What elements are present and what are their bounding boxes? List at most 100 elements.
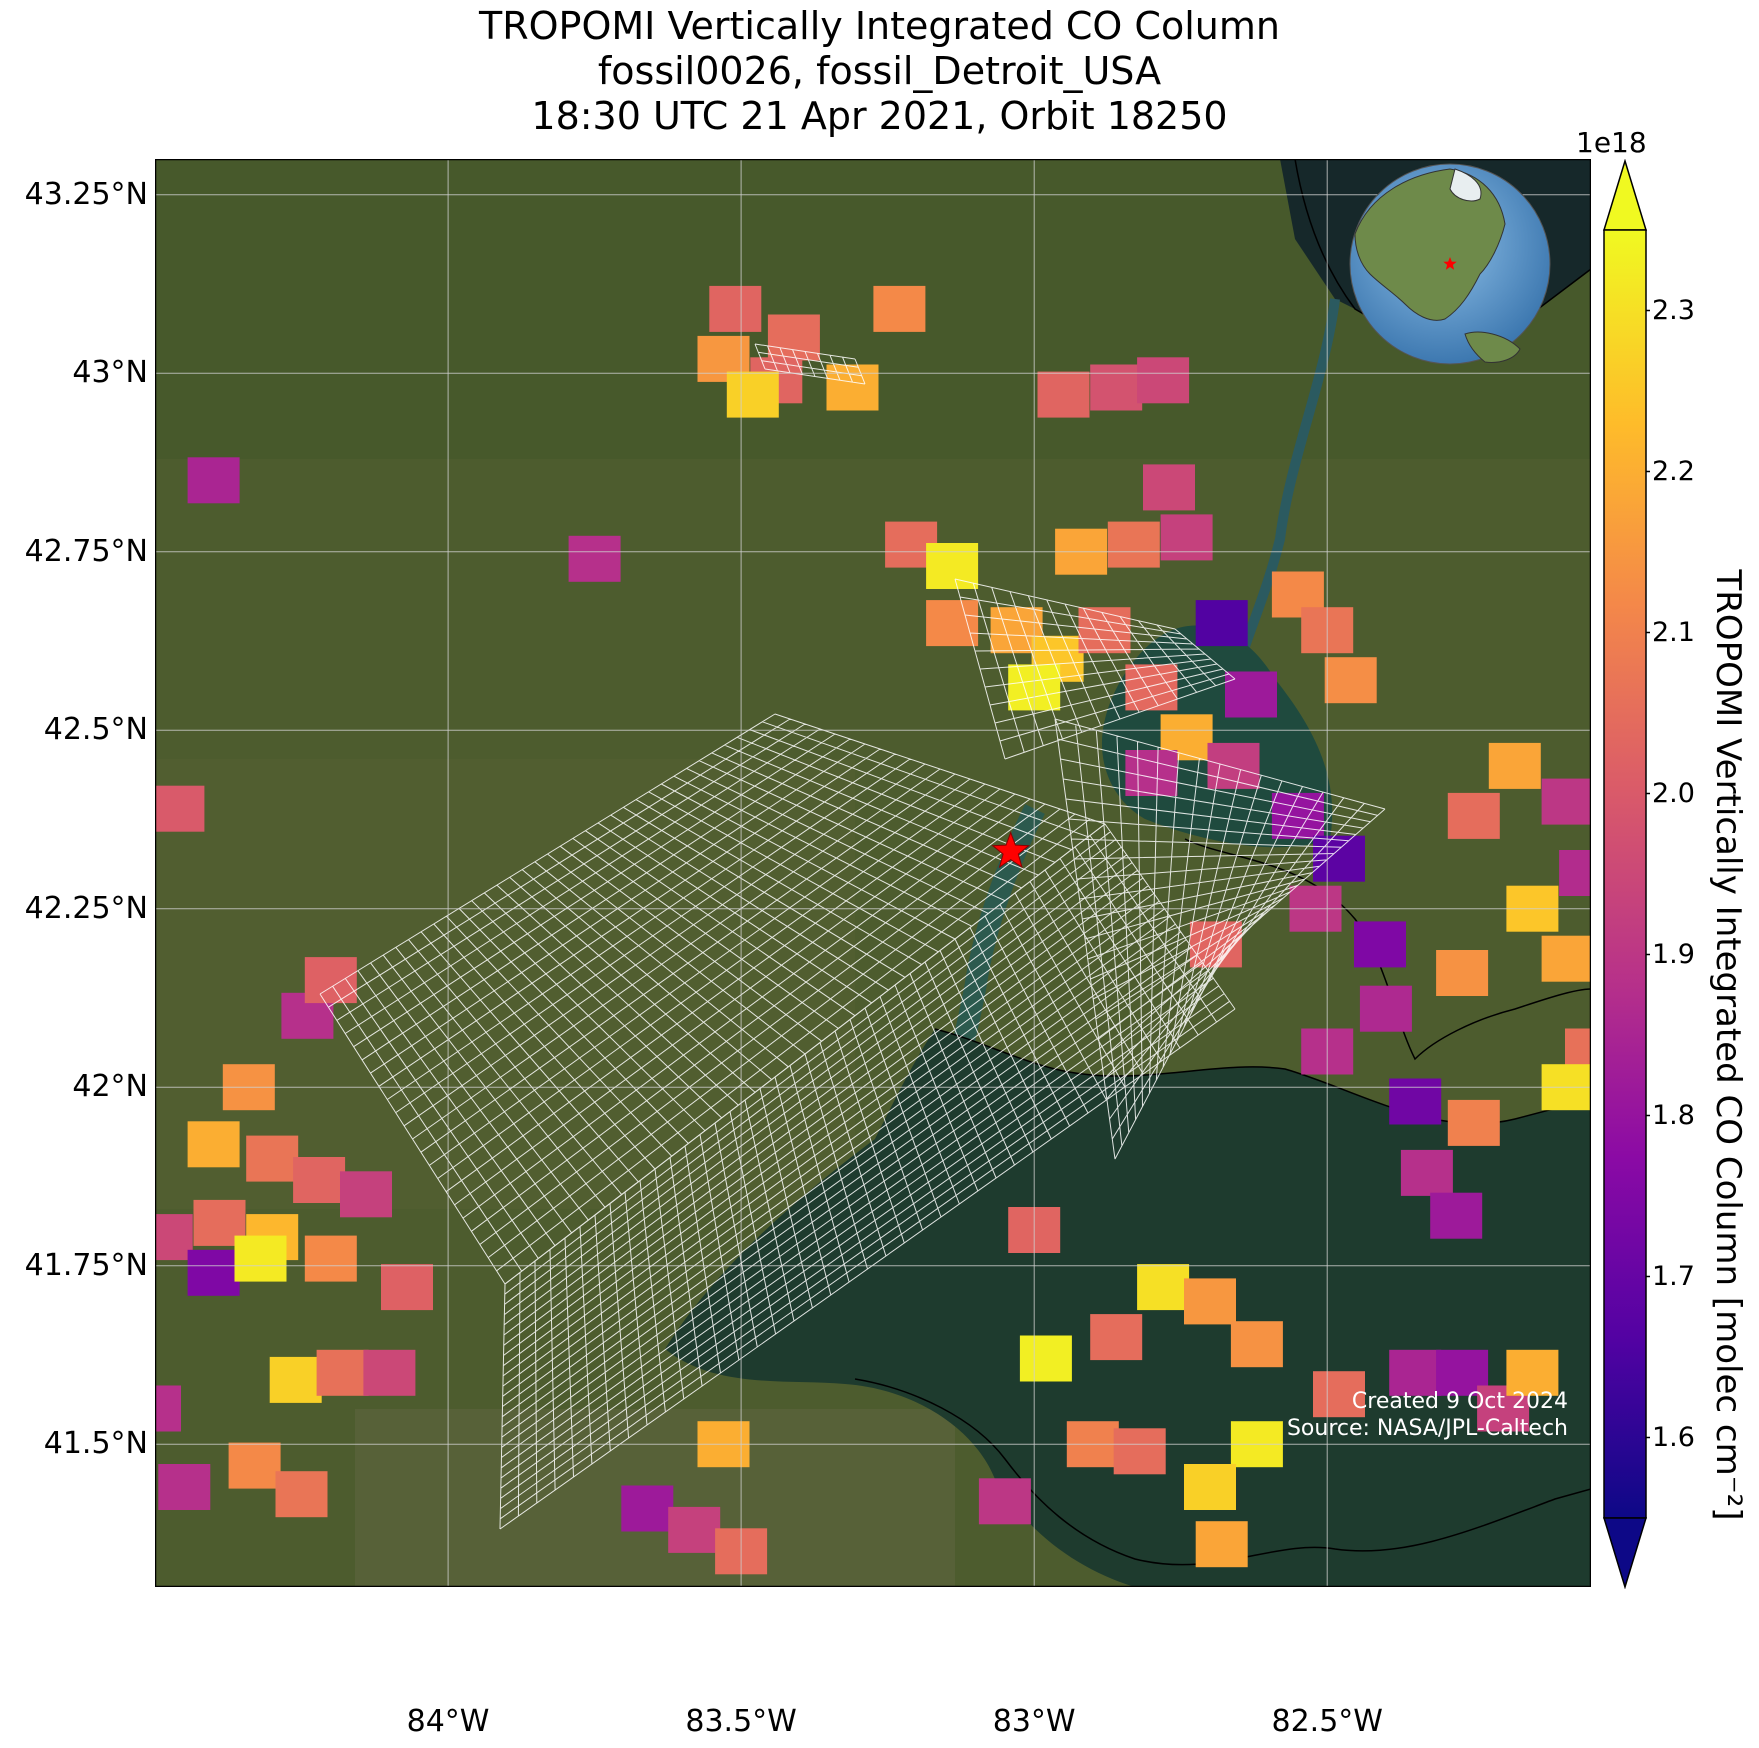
co-cell — [187, 457, 240, 504]
colorbar-exponent: 1e18 — [1576, 126, 1647, 159]
colorbar-tick-label: 2.3 — [1652, 294, 1695, 326]
lat-tick-label: 41.5°N — [43, 1426, 148, 1462]
credit-source: Source: NASA/JPL-Caltech — [1286, 1416, 1568, 1441]
footprint-overlay-grid — [319, 343, 1386, 1530]
co-cell — [1447, 1099, 1500, 1146]
st-clair-river — [1230, 298, 1340, 681]
co-cell — [1313, 1371, 1365, 1418]
co-cell — [568, 535, 621, 582]
co-cell — [1313, 835, 1365, 882]
co-cell — [1559, 850, 1591, 896]
co-cell — [1506, 1349, 1559, 1396]
co-cell — [275, 1471, 328, 1518]
globe-star-icon — [1443, 257, 1457, 270]
ohio-shoreline — [854, 1378, 1591, 1566]
co-cell — [926, 600, 979, 647]
co-cell — [155, 1385, 181, 1432]
co-cell — [1389, 1078, 1442, 1125]
globe-greenland — [1449, 168, 1482, 202]
colorbar-gradient — [1603, 229, 1647, 1519]
title-line-1: TROPOMI Vertically Integrated CO Column — [479, 4, 1280, 48]
co-cell — [1541, 935, 1591, 982]
globe-north-america — [1354, 168, 1506, 321]
colorbar-tick-label: 2.2 — [1652, 455, 1695, 487]
co-cell — [1447, 792, 1500, 839]
lon-tick-label: 83°W — [992, 1704, 1076, 1739]
co-cell — [155, 1214, 193, 1261]
co-cell — [873, 285, 926, 332]
co-cell — [1271, 792, 1324, 839]
site-marker[interactable] — [991, 831, 1031, 869]
co-cell — [187, 1121, 240, 1168]
co-cell — [158, 1464, 211, 1510]
lat-tick-label: 42°N — [72, 1069, 148, 1105]
co-cell — [1324, 657, 1377, 704]
co-cell — [155, 785, 205, 832]
title-line-3: 18:30 UTC 21 Apr 2021, Orbit 18250 — [531, 94, 1228, 138]
co-cell — [1400, 1149, 1453, 1196]
co-cell — [1195, 600, 1248, 647]
co-cell — [234, 1235, 287, 1282]
co-cell — [246, 1135, 299, 1182]
inset-globe — [1349, 163, 1551, 365]
lat-tick-label: 43.25°N — [24, 176, 148, 212]
co-cell — [709, 285, 762, 332]
co-cell — [363, 1349, 416, 1396]
lat-tick-label: 42.25°N — [24, 890, 148, 926]
lake-erie — [665, 1029, 1591, 1587]
co-cell — [1113, 1428, 1166, 1475]
co-cell — [304, 1235, 357, 1282]
co-cell — [316, 1349, 369, 1396]
map-panel[interactable] — [155, 159, 1591, 1587]
co-cell — [1541, 778, 1591, 825]
lon-tick-label: 84°W — [406, 1704, 490, 1739]
map-frame — [155, 159, 1591, 1587]
co-cell — [1354, 921, 1406, 968]
co-cell — [1090, 364, 1143, 411]
lat-tick-label: 43°N — [72, 355, 148, 391]
colorbar-tick-label: 1.8 — [1652, 1099, 1695, 1131]
co-cell — [1207, 742, 1260, 789]
co-cell — [1359, 985, 1412, 1032]
figure-title: TROPOMI Vertically Integrated CO Column … — [0, 4, 1759, 139]
colorbar-tick-label: 2.1 — [1652, 616, 1695, 648]
colorbar-tick-label: 2.0 — [1652, 777, 1695, 809]
colorbar-extend-min — [1602, 1517, 1648, 1589]
lon-tick-label: 82.5°W — [1271, 1704, 1383, 1739]
footprint-swath — [499, 823, 1236, 1530]
co-cell — [1389, 1349, 1442, 1396]
co-cell — [1230, 1321, 1283, 1368]
co-cell — [293, 1157, 346, 1203]
co-cell — [1107, 521, 1160, 568]
co-cell — [1184, 1464, 1236, 1510]
co-cell — [668, 1506, 721, 1553]
co-cell — [381, 1264, 433, 1311]
graticule — [155, 159, 1591, 1587]
lat-tick-label: 41.75°N — [24, 1247, 148, 1283]
co-cell — [1430, 1192, 1483, 1239]
co-cell — [1436, 950, 1489, 996]
co-cell — [621, 1485, 674, 1532]
credit-created: Created 9 Oct 2024 — [1351, 1389, 1568, 1414]
co-cell — [726, 371, 779, 418]
co-cell — [1137, 357, 1190, 404]
lon-tick-label: 83.5°W — [685, 1704, 797, 1739]
co-cell — [340, 1171, 392, 1218]
co-cell — [1019, 1335, 1072, 1382]
colorbar-tick-label: 1.9 — [1652, 938, 1695, 970]
co-cell — [926, 543, 979, 589]
co-cell — [269, 1356, 322, 1403]
star-icon[interactable] — [991, 831, 1031, 869]
footprint-swath — [754, 343, 866, 385]
co-cell — [1037, 371, 1090, 418]
colorbar-tick-label: 1.7 — [1652, 1260, 1695, 1292]
co-cell — [1143, 464, 1195, 511]
co-cell — [1225, 671, 1277, 718]
lat-tick-label: 42.5°N — [43, 712, 148, 748]
co-cell — [1090, 1314, 1143, 1361]
colorbar-label: TROPOMI Vertically Integrated CO Column … — [1708, 569, 1748, 1521]
co-cell — [1488, 742, 1541, 789]
co-cell — [187, 1249, 240, 1296]
co-cell — [1160, 514, 1213, 561]
co-cell — [1195, 1521, 1248, 1568]
